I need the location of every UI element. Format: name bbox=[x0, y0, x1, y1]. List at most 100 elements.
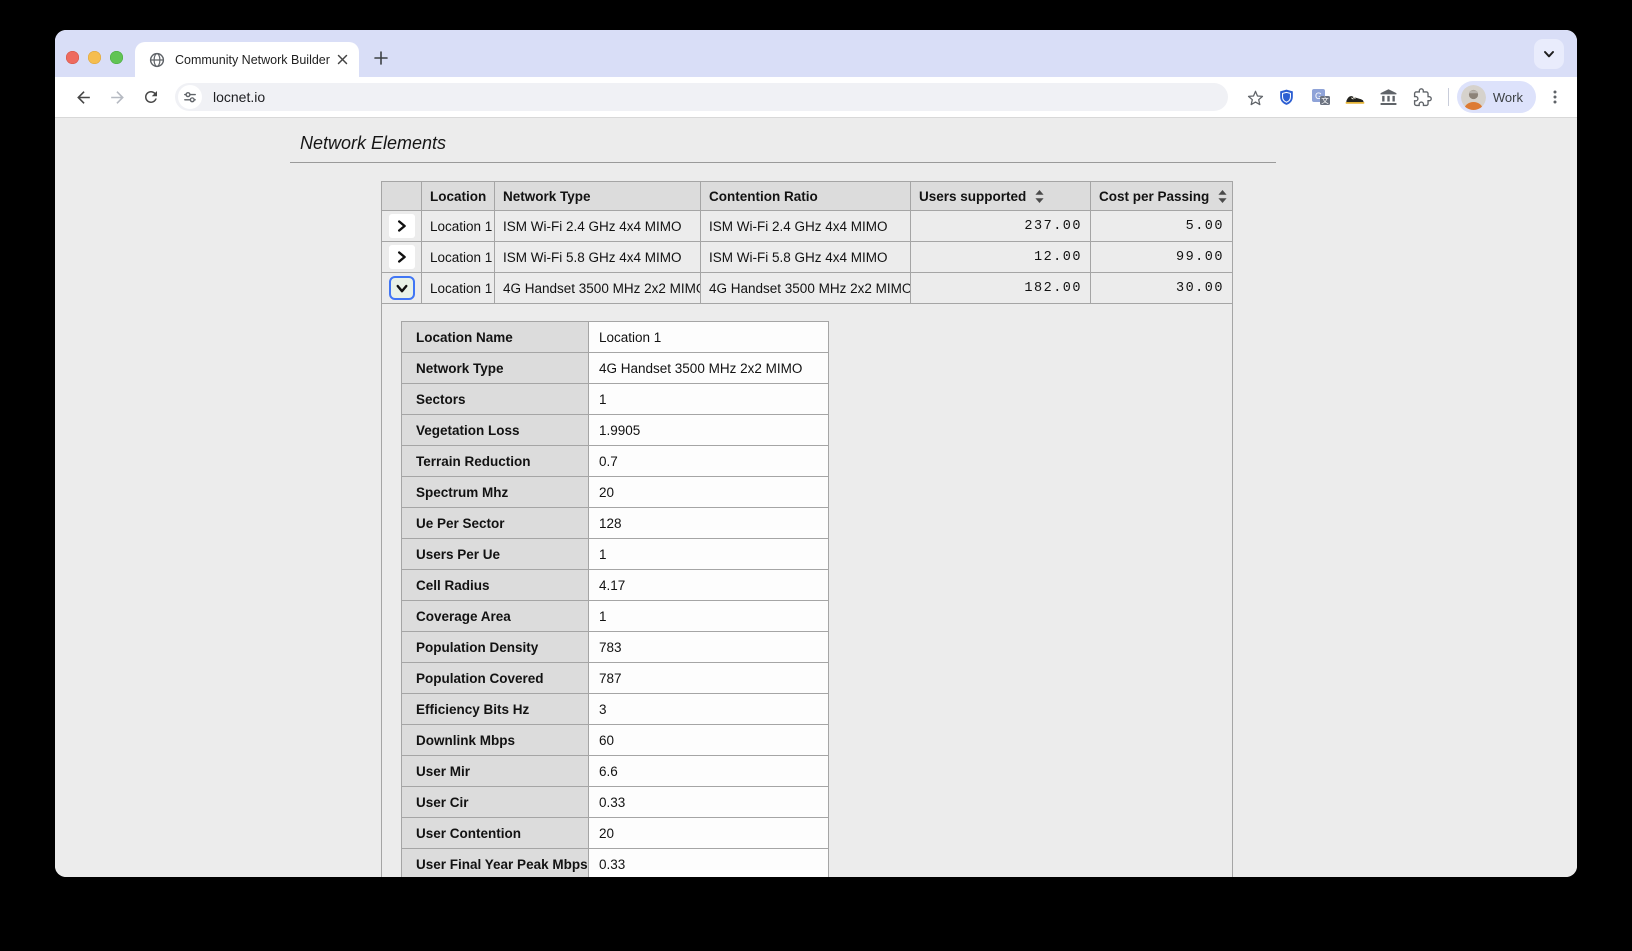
cell-location: Location 1 bbox=[421, 241, 495, 273]
detail-value: 0.33 bbox=[588, 786, 829, 818]
detail-label: User Final Year Peak Mbps bbox=[401, 848, 589, 877]
expander-column-header bbox=[381, 181, 422, 211]
cell-network-type: ISM Wi-Fi 2.4 GHz 4x4 MIMO bbox=[494, 210, 701, 242]
detail-row: Population Covered 787 bbox=[401, 662, 829, 694]
new-tab-button[interactable] bbox=[367, 44, 395, 72]
detail-value: 4.17 bbox=[588, 569, 829, 601]
detail-value: 0.7 bbox=[588, 445, 829, 477]
detail-label: Efficiency Bits Hz bbox=[401, 693, 589, 725]
collapse-row-button[interactable] bbox=[388, 276, 415, 300]
sort-icon bbox=[1218, 189, 1227, 203]
cell-cost-per-passing: 30.00 bbox=[1090, 272, 1233, 304]
detail-label: Population Density bbox=[401, 631, 589, 663]
detail-row: Users Per Ue 1 bbox=[401, 538, 829, 570]
title-divider bbox=[290, 162, 1276, 163]
detail-row: Vegetation Loss 1.9905 bbox=[401, 414, 829, 446]
url-text: locnet.io bbox=[213, 89, 266, 105]
cell-network-type: 4G Handset 3500 MHz 2x2 MIMO bbox=[494, 272, 701, 304]
cell-contention-ratio: ISM Wi-Fi 5.8 GHz 4x4 MIMO bbox=[700, 241, 911, 273]
cell-contention-ratio: 4G Handset 3500 MHz 2x2 MIMO bbox=[700, 272, 911, 304]
table-row-expanded: Location 1 4G Handset 3500 MHz 2x2 MIMO … bbox=[381, 272, 1233, 304]
browser-menu-button[interactable] bbox=[1541, 83, 1569, 111]
chevron-down-icon bbox=[396, 284, 407, 292]
site-info-button[interactable] bbox=[178, 85, 202, 109]
detail-label: User Mir bbox=[401, 755, 589, 787]
detail-label: Vegetation Loss bbox=[401, 414, 589, 446]
cell-network-type: ISM Wi-Fi 5.8 GHz 4x4 MIMO bbox=[494, 241, 701, 273]
chevron-right-icon bbox=[398, 251, 406, 263]
profile-label: Work bbox=[1492, 89, 1523, 105]
puzzle-piece-icon bbox=[1414, 87, 1433, 106]
window-controls bbox=[66, 51, 123, 64]
detail-value: 1 bbox=[588, 600, 829, 632]
arrow-left-icon bbox=[76, 90, 90, 104]
cell-location: Location 1 bbox=[421, 272, 495, 304]
svg-text:文: 文 bbox=[1321, 95, 1329, 105]
detail-label: Cell Radius bbox=[401, 569, 589, 601]
detail-label: User Contention bbox=[401, 817, 589, 849]
detail-row: User Final Year Peak Mbps 0.33 bbox=[401, 848, 829, 877]
detail-value: 0.33 bbox=[588, 848, 829, 877]
cell-cost-per-passing: 99.00 bbox=[1090, 241, 1233, 273]
detail-row: Efficiency Bits Hz 3 bbox=[401, 693, 829, 725]
cell-users-supported: 182.00 bbox=[910, 272, 1091, 304]
expand-row-button[interactable] bbox=[388, 245, 415, 269]
column-header-cost-per-passing[interactable]: Cost per Passing bbox=[1090, 181, 1233, 211]
detail-label: Downlink Mbps bbox=[401, 724, 589, 756]
tab-search-button[interactable] bbox=[1534, 39, 1564, 69]
detail-label: Spectrum Mhz bbox=[401, 476, 589, 508]
toolbar-divider bbox=[1447, 88, 1449, 106]
close-tab-icon[interactable] bbox=[333, 51, 351, 69]
bookmark-star-button[interactable] bbox=[1242, 83, 1270, 111]
svg-text:G: G bbox=[1315, 91, 1322, 101]
close-window-button[interactable] bbox=[66, 51, 79, 64]
arrow-right-icon bbox=[110, 90, 124, 104]
detail-label: Ue Per Sector bbox=[401, 507, 589, 539]
chevron-right-icon bbox=[398, 220, 406, 232]
url-bar[interactable]: locnet.io bbox=[175, 83, 1228, 111]
reload-button[interactable] bbox=[137, 83, 165, 111]
reload-icon bbox=[144, 91, 157, 103]
column-header-location: Location bbox=[421, 181, 495, 211]
browser-tab[interactable]: Community Network Builder bbox=[135, 42, 359, 77]
profile-chip[interactable]: Work bbox=[1456, 81, 1536, 113]
globe-favicon-icon bbox=[149, 52, 165, 68]
cell-cost-per-passing: 5.00 bbox=[1090, 210, 1233, 242]
column-header-contention-ratio: Contention Ratio bbox=[700, 181, 911, 211]
detail-row: Location Name Location 1 bbox=[401, 321, 829, 353]
detail-value: 787 bbox=[588, 662, 829, 694]
page-content: Network Elements Location Network Type C… bbox=[55, 117, 1577, 877]
detail-value: 1 bbox=[588, 383, 829, 415]
detail-panel-row: Location Name Location 1 Network Type 4G H… bbox=[381, 303, 1233, 877]
detail-value: 4G Handset 3500 MHz 2x2 MIMO bbox=[588, 352, 829, 384]
table-row: Location 1 ISM Wi-Fi 5.8 GHz 4x4 MIMO IS… bbox=[381, 241, 1233, 273]
detail-label: User Cir bbox=[401, 786, 589, 818]
element-detail-table: Location Name Location 1 Network Type 4G H… bbox=[401, 321, 829, 877]
detail-value: 3 bbox=[588, 693, 829, 725]
sneaker-extension-icon[interactable] bbox=[1341, 83, 1369, 111]
minimize-window-button[interactable] bbox=[88, 51, 101, 64]
detail-row: Terrain Reduction 0.7 bbox=[401, 445, 829, 477]
table-header-row: Location Network Type Contention Ratio U… bbox=[381, 181, 1233, 211]
shield-icon bbox=[1280, 89, 1294, 105]
tab-title: Community Network Builder bbox=[175, 52, 330, 67]
detail-label: Users Per Ue bbox=[401, 538, 589, 570]
browser-toolbar: locnet.io G 文 bbox=[55, 77, 1577, 117]
bitwarden-extension-icon[interactable] bbox=[1273, 83, 1301, 111]
zoom-window-button[interactable] bbox=[110, 51, 123, 64]
tab-strip: Community Network Builder bbox=[55, 30, 1577, 77]
bank-extension-icon[interactable] bbox=[1375, 83, 1403, 111]
detail-row: User Mir 6.6 bbox=[401, 755, 829, 787]
back-button[interactable] bbox=[69, 83, 97, 111]
detail-value: 128 bbox=[588, 507, 829, 539]
detail-row: Ue Per Sector 128 bbox=[401, 507, 829, 539]
extensions-puzzle-icon[interactable] bbox=[1409, 83, 1437, 111]
column-header-users-supported[interactable]: Users supported bbox=[910, 181, 1091, 211]
tune-icon bbox=[184, 91, 196, 103]
column-header-network-type: Network Type bbox=[494, 181, 701, 211]
cell-contention-ratio: ISM Wi-Fi 2.4 GHz 4x4 MIMO bbox=[700, 210, 911, 242]
translate-extension-icon[interactable]: G 文 bbox=[1307, 83, 1335, 111]
forward-button[interactable] bbox=[103, 83, 131, 111]
expand-row-button[interactable] bbox=[388, 214, 415, 238]
